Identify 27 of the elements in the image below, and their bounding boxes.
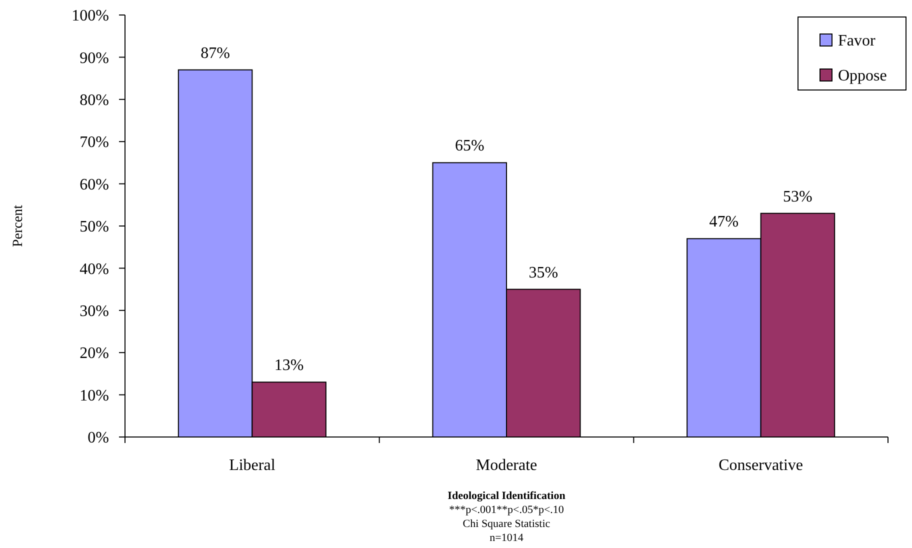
- y-tick-label: 100%: [72, 8, 109, 25]
- y-tick-label: 0%: [88, 430, 109, 447]
- data-label: 87%: [200, 44, 230, 62]
- text: n=1014: [490, 532, 524, 544]
- y-tick-label: 20%: [80, 345, 109, 362]
- legend-label: Favor: [838, 32, 876, 50]
- x-tick-label: Liberal: [229, 457, 276, 474]
- y-tick-label: 80%: [80, 92, 109, 109]
- text: Chi Square Statistic: [462, 518, 550, 530]
- data-label: 53%: [783, 188, 812, 206]
- x-tick-label: Conservative: [718, 457, 804, 474]
- y-tick-label: 90%: [80, 50, 109, 67]
- y-tick-label: 70%: [80, 134, 109, 152]
- data-label: 13%: [274, 357, 304, 374]
- y-tick-label: 40%: [80, 260, 109, 278]
- y-tick-label: 50%: [80, 218, 109, 236]
- data-label: 35%: [528, 264, 558, 282]
- y-axis-title: Percent: [11, 204, 26, 247]
- text: ***p<.001**p<.05*p<.10: [449, 504, 564, 516]
- legend-label: Oppose: [838, 68, 887, 85]
- data-label: 47%: [709, 214, 739, 231]
- x-axis-title: Ideological Identification: [448, 490, 566, 502]
- data-label: 65%: [454, 138, 484, 155]
- y-tick-label: 30%: [80, 303, 109, 320]
- y-tick-label: 10%: [80, 387, 109, 404]
- x-tick-label: Moderate: [476, 457, 538, 474]
- y-tick-label: 60%: [80, 176, 109, 194]
